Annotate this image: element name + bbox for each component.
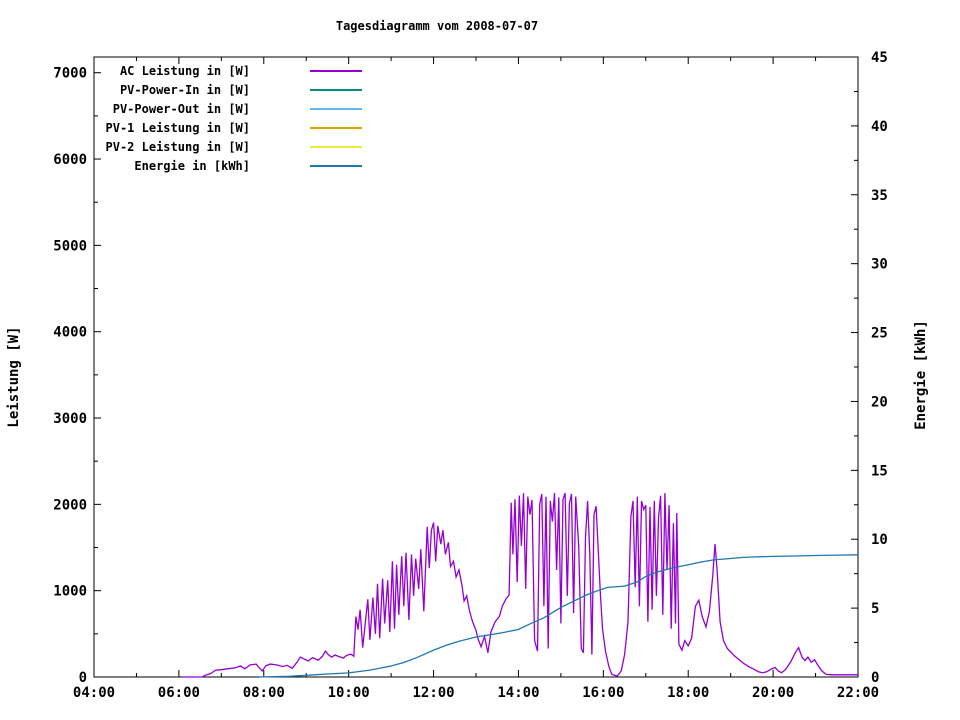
x-tick-label: 14:00 (497, 685, 539, 701)
y-right-tick-label: 20 (871, 394, 888, 410)
x-tick-label: 22:00 (837, 685, 879, 701)
legend-label: AC Leistung in [W] (120, 64, 250, 78)
y-left-tick-label: 0 (79, 670, 87, 686)
x-tick-label: 06:00 (158, 685, 200, 701)
y-left-tick-label: 7000 (53, 66, 87, 82)
x-tick-label: 16:00 (582, 685, 624, 701)
y-right-axis-title: Energie [kWh] (913, 320, 929, 430)
y-left-tick-label: 5000 (53, 238, 87, 254)
legend-label: PV-2 Leistung in [W] (106, 140, 251, 154)
y-left-tick-label: 3000 (53, 411, 87, 427)
y-right-tick-label: 25 (871, 326, 888, 342)
x-tick-label: 20:00 (752, 685, 794, 701)
y-right-tick-label: 0 (871, 670, 879, 686)
chart-title: Tagesdiagramm vom 2008-07-07 (335, 19, 539, 33)
y-right-tick-label: 40 (871, 119, 888, 135)
y-right-tick-label: 5 (871, 601, 879, 617)
legend-label: PV-1 Leistung in [W] (106, 121, 251, 135)
y-right-tick-label: 45 (871, 50, 888, 66)
y-right-tick-label: 35 (871, 188, 888, 204)
series-line-energie-in-kwh (259, 554, 859, 678)
x-tick-label: 04:00 (73, 685, 115, 701)
legend-label: Energie in [kWh] (134, 159, 250, 173)
y-left-tick-label: 1000 (53, 584, 87, 600)
y-right-tick-label: 15 (871, 463, 888, 479)
series-line-ac-leistung-in-w (182, 492, 858, 678)
x-tick-label: 18:00 (667, 685, 709, 701)
x-tick-label: 10:00 (328, 685, 370, 701)
y-right-tick-label: 10 (871, 532, 888, 548)
y-left-axis-title: Leistung [W] (6, 326, 22, 428)
x-tick-label: 12:00 (412, 685, 454, 701)
legend-label: PV-Power-In in [W] (120, 83, 250, 97)
y-left-tick-label: 4000 (53, 325, 87, 341)
legend-label: PV-Power-Out in [W] (113, 102, 250, 116)
y-left-tick-label: 2000 (53, 497, 87, 513)
x-tick-label: 08:00 (243, 685, 285, 701)
y-right-tick-label: 30 (871, 257, 888, 273)
y-left-tick-label: 6000 (53, 152, 87, 168)
